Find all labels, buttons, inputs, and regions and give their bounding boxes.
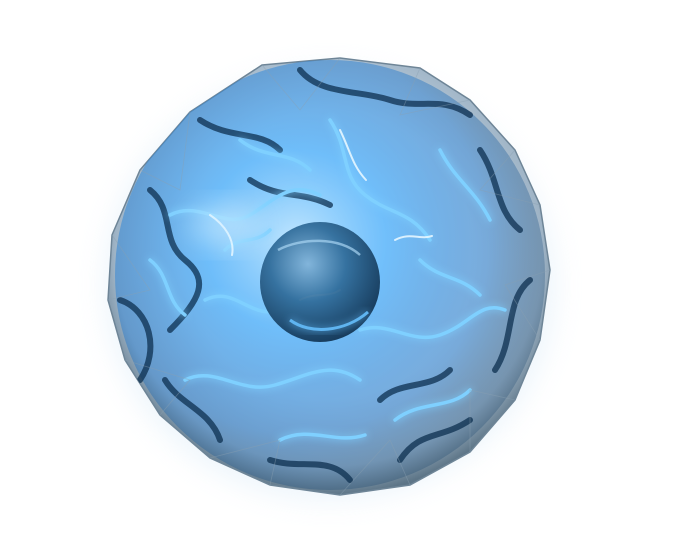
flare xyxy=(190,203,260,247)
core-rim-light xyxy=(277,239,361,256)
core-vein xyxy=(289,310,369,331)
inner-core xyxy=(260,222,380,342)
facet-lines xyxy=(107,57,551,496)
dark-veins xyxy=(117,67,533,483)
